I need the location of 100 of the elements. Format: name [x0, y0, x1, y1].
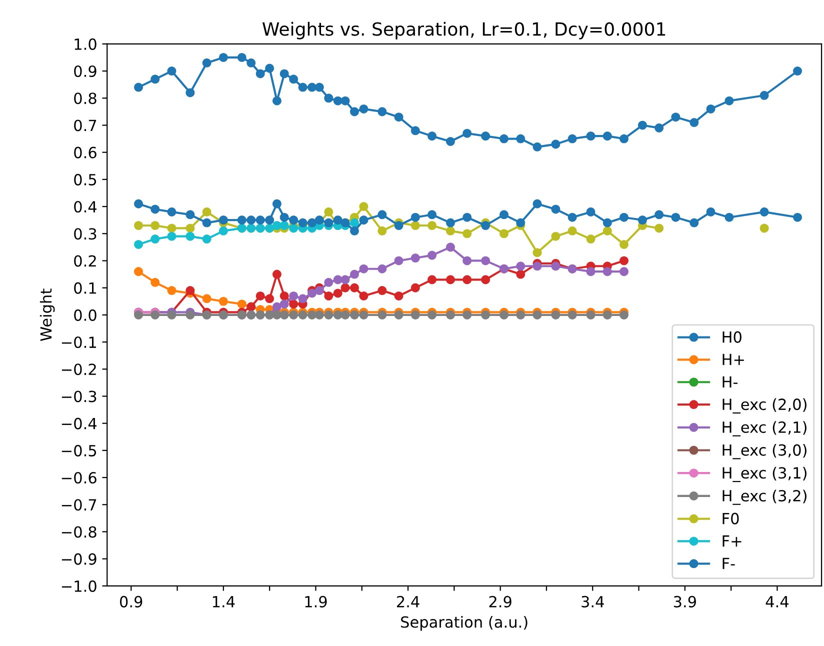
- point: [378, 286, 387, 296]
- point: [324, 278, 334, 287]
- point: [516, 270, 526, 279]
- y-tick-label: 0.6: [74, 146, 96, 158]
- point: [359, 310, 368, 320]
- point: [186, 286, 195, 296]
- point: [359, 291, 368, 300]
- x-axis-title: Separation (a.u.): [401, 616, 528, 631]
- point: [532, 199, 542, 208]
- point: [394, 291, 404, 300]
- point: [793, 66, 802, 76]
- point: [218, 296, 228, 306]
- legend-label: H_exc (3,0): [722, 444, 806, 460]
- point: [134, 240, 144, 249]
- point: [602, 132, 612, 141]
- point: [551, 310, 560, 320]
- point: [202, 294, 212, 304]
- point: [619, 267, 629, 276]
- point: [793, 212, 802, 222]
- point: [586, 234, 596, 244]
- point: [394, 220, 404, 230]
- y-tick-label: 0.8: [74, 92, 96, 104]
- point: [446, 218, 455, 228]
- point: [394, 256, 404, 266]
- point: [237, 216, 246, 225]
- point: [134, 310, 144, 320]
- point: [237, 300, 246, 309]
- point: [186, 310, 195, 320]
- point: [532, 142, 542, 152]
- point: [462, 310, 472, 320]
- point: [378, 210, 387, 220]
- y-tick-label: 0.0: [74, 309, 96, 321]
- point: [280, 220, 289, 230]
- point: [314, 216, 324, 225]
- point: [428, 310, 437, 320]
- point: [359, 104, 368, 114]
- x-tick-label: 0.9: [120, 596, 142, 608]
- point: [280, 212, 289, 222]
- point: [568, 310, 577, 320]
- point: [314, 286, 324, 296]
- point: [619, 256, 629, 266]
- y-tick-label: −0.7: [62, 499, 96, 511]
- point: [314, 310, 324, 320]
- point: [202, 234, 212, 244]
- point: [256, 69, 265, 78]
- point: [428, 132, 437, 141]
- point: [150, 310, 160, 320]
- point: [532, 310, 542, 320]
- point: [289, 291, 298, 300]
- point: [446, 226, 455, 236]
- point: [481, 132, 490, 141]
- y-tick-label: −0.5: [62, 444, 96, 456]
- y-tick-label: −0.8: [62, 526, 96, 538]
- point: [340, 283, 350, 292]
- point: [350, 226, 359, 236]
- point: [272, 270, 282, 279]
- point: [462, 256, 472, 266]
- point: [167, 310, 176, 320]
- point: [218, 52, 228, 62]
- point: [256, 291, 265, 300]
- y-tick-label: 1.0: [74, 38, 96, 50]
- point: [428, 250, 437, 260]
- point: [619, 240, 629, 249]
- point: [256, 216, 265, 225]
- point: [532, 262, 542, 271]
- point: [324, 310, 334, 320]
- y-tick-label: −0.9: [62, 553, 96, 565]
- point: [446, 310, 455, 320]
- point: [298, 82, 308, 92]
- y-axis-title: Weight: [40, 288, 55, 342]
- point: [654, 210, 664, 220]
- point: [671, 112, 680, 122]
- y-tick-label: 0.5: [74, 174, 96, 186]
- point: [446, 136, 455, 146]
- legend-label: H_exc (3,2): [722, 490, 806, 505]
- point: [350, 107, 359, 116]
- point: [516, 134, 526, 144]
- legend-label: F-: [722, 558, 735, 569]
- point: [218, 216, 228, 225]
- point: [462, 229, 472, 238]
- legend-label: F0: [722, 512, 739, 524]
- point: [333, 310, 342, 320]
- point: [394, 112, 404, 122]
- point: [462, 212, 472, 222]
- point: [134, 267, 144, 276]
- point: [186, 210, 195, 220]
- point: [333, 275, 342, 284]
- point: [350, 270, 359, 279]
- point: [134, 199, 144, 208]
- y-tick-label: 0.7: [74, 120, 96, 132]
- point: [272, 220, 282, 230]
- x-tick-label: 2.4: [396, 596, 420, 608]
- point: [568, 226, 577, 236]
- point: [298, 218, 308, 228]
- point: [586, 310, 596, 320]
- point: [551, 262, 560, 271]
- point: [619, 212, 629, 222]
- point: [410, 283, 420, 292]
- point: [706, 207, 716, 216]
- point: [410, 212, 420, 222]
